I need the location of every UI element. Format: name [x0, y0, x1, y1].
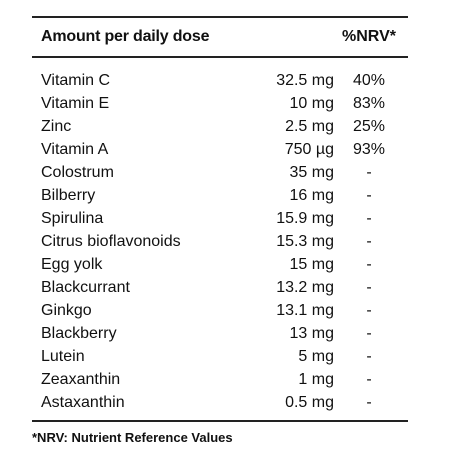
footnote: *NRV: Nutrient Reference Values [32, 430, 233, 445]
ingredient-nrv: - [366, 301, 372, 319]
ingredient-nrv: 93% [352, 140, 386, 158]
ingredient-nrv: 83% [352, 94, 386, 112]
ingredient-name: Bilberry [41, 186, 96, 204]
bottom-divider [32, 420, 408, 422]
table-body: Vitamin C 32.5 mg 40% Vitamin E 10 mg 83… [32, 69, 408, 414]
amount-column-header: Amount per daily dose [41, 28, 210, 45]
ingredient-nrv: - [366, 347, 372, 365]
ingredient-nrv: - [366, 324, 372, 342]
ingredient-name: Astaxanthin [41, 393, 125, 411]
table-row: Astaxanthin 0.5 mg - [41, 391, 408, 414]
ingredient-amount: 16 mg [289, 186, 334, 204]
ingredient-nrv: - [366, 255, 372, 273]
table-row: Zinc 2.5 mg 25% [41, 115, 408, 138]
ingredient-nrv: - [366, 186, 372, 204]
ingredient-name: Egg yolk [41, 255, 103, 273]
top-divider [32, 16, 408, 18]
ingredient-nrv: - [366, 393, 372, 411]
table-row: Blackberry 13 mg - [41, 322, 408, 345]
table-row: Vitamin E 10 mg 83% [41, 92, 408, 115]
ingredient-amount: 13 mg [289, 324, 334, 342]
header-divider [32, 56, 408, 58]
ingredient-nrv: - [366, 232, 372, 250]
table-row: Egg yolk 15 mg - [41, 253, 408, 276]
ingredient-name: Colostrum [41, 163, 114, 181]
table-row: Zeaxanthin 1 mg - [41, 368, 408, 391]
ingredient-amount: 35 mg [289, 163, 334, 181]
ingredient-name: Zinc [41, 117, 72, 135]
nrv-column-header: %NRV* [342, 28, 396, 45]
ingredient-amount: 750 µg [284, 140, 334, 158]
ingredient-amount: 15 mg [289, 255, 334, 273]
ingredient-amount: 10 mg [289, 94, 334, 112]
ingredient-amount: 32.5 mg [276, 71, 334, 89]
ingredient-name: Vitamin E [41, 94, 110, 112]
table-row: Citrus bioflavonoids 15.3 mg - [41, 230, 408, 253]
ingredient-nrv: 40% [352, 71, 386, 89]
ingredient-name: Blackcurrant [41, 278, 130, 296]
table-row: Vitamin C 32.5 mg 40% [41, 69, 408, 92]
ingredient-amount: 13.1 mg [276, 301, 334, 319]
ingredient-amount: 2.5 mg [285, 117, 334, 135]
table-row: Bilberry 16 mg - [41, 184, 408, 207]
ingredient-name: Zeaxanthin [41, 370, 121, 388]
ingredient-amount: 15.9 mg [276, 209, 334, 227]
ingredient-nrv: 25% [352, 117, 386, 135]
ingredient-amount: 15.3 mg [276, 232, 334, 250]
table-row: Lutein 5 mg - [41, 345, 408, 368]
ingredient-name: Citrus bioflavonoids [41, 232, 181, 250]
ingredient-amount: 1 mg [298, 370, 334, 388]
table-row: Vitamin A 750 µg 93% [41, 138, 408, 161]
ingredient-amount: 13.2 mg [276, 278, 334, 296]
ingredient-amount: 5 mg [298, 347, 334, 365]
table-row: Ginkgo 13.1 mg - [41, 299, 408, 322]
ingredient-nrv: - [366, 278, 372, 296]
table-row: Blackcurrant 13.2 mg - [41, 276, 408, 299]
ingredient-name: Vitamin C [41, 71, 111, 89]
ingredient-name: Lutein [41, 347, 85, 365]
ingredient-name: Spirulina [41, 209, 104, 227]
ingredient-nrv: - [366, 163, 372, 181]
ingredient-name: Blackberry [41, 324, 117, 342]
ingredient-nrv: - [366, 209, 372, 227]
ingredient-nrv: - [366, 370, 372, 388]
table-row: Colostrum 35 mg - [41, 161, 408, 184]
ingredient-name: Vitamin A [41, 140, 109, 158]
table-row: Spirulina 15.9 mg - [41, 207, 408, 230]
ingredient-name: Ginkgo [41, 301, 92, 319]
nutrition-table: Amount per daily dose %NRV* Vitamin C 32… [32, 16, 408, 445]
table-header: Amount per daily dose %NRV* [32, 24, 408, 50]
ingredient-amount: 0.5 mg [285, 393, 334, 411]
